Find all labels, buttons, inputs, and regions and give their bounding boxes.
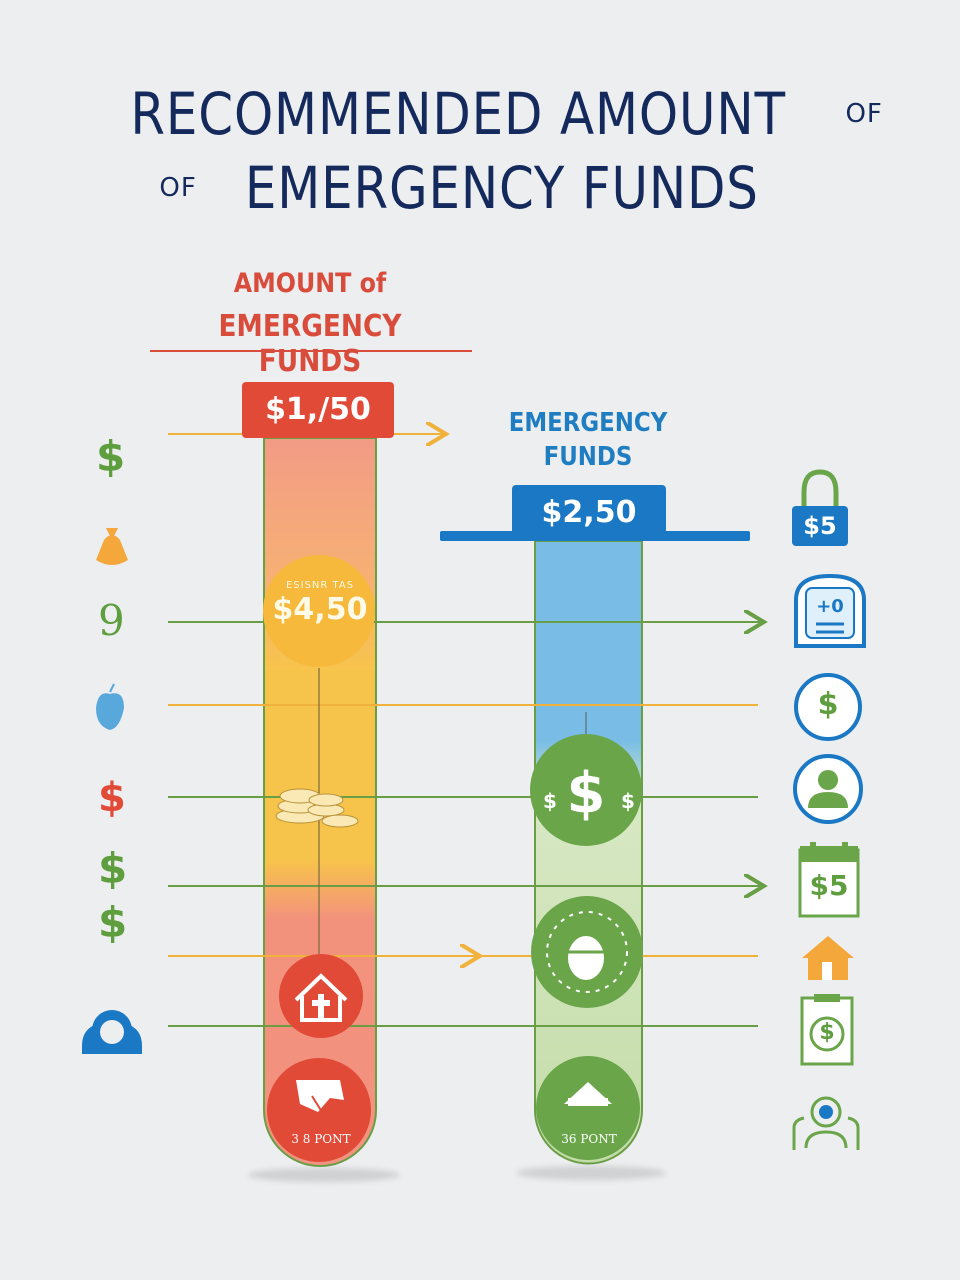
user-circle-icon [793, 754, 863, 824]
right-tube [534, 540, 643, 1165]
guide-lines [168, 434, 764, 1027]
dollar-green-icon-2: $ [98, 898, 128, 947]
lock-value: $5 [803, 512, 837, 540]
right-bottom-label: 36 PONT [561, 1132, 617, 1146]
calendar-icon [798, 842, 860, 918]
dollar-circle-icon: $ $ $ [530, 734, 642, 846]
dollar-green-icon-1: $ [98, 844, 128, 893]
left-bottom-label: 3 8 PONT [291, 1132, 351, 1146]
bottom-right-circle [536, 1056, 640, 1160]
right-heading-line-2: FUNDS [543, 442, 633, 472]
right-top-value: $2,50 [512, 485, 666, 541]
user-icon-left [82, 1010, 142, 1054]
title-suffix: OF [845, 99, 883, 129]
page-title-line-2: OF EMERGENCY FUNDS [0, 154, 960, 222]
money-bag-icon [96, 528, 128, 565]
left-column-shadow [248, 1168, 400, 1182]
left-heading-underline [150, 350, 472, 352]
bottom-left-circle [267, 1058, 371, 1162]
left-top-value: $1,/50 [242, 382, 394, 438]
calculator-icon: +0 [794, 573, 866, 648]
coins-icon [275, 788, 359, 828]
title-main-2: EMERGENCY FUNDS [244, 154, 759, 222]
dollar-badge-icon [794, 673, 862, 741]
right-heading-line-1: EMERGENCY [508, 408, 668, 438]
left-circle-caption: ESISNR TAS [285, 580, 355, 591]
left-heading-line-1: AMOUNT of [233, 268, 387, 299]
dollar-icon-1: $ [96, 432, 126, 481]
home-icon [802, 936, 854, 980]
person-icon [792, 1096, 860, 1150]
document-dollar-icon [800, 994, 854, 1066]
title-main-1: RECOMMENDED AMOUNT [130, 80, 787, 148]
badge-dollar: $ [817, 687, 839, 722]
svg-text:$: $ [567, 761, 606, 826]
lock-icon [792, 469, 848, 546]
nine-icon: 9 [98, 596, 125, 645]
calendar-value: $5 [809, 869, 849, 902]
svg-text:$: $ [543, 789, 557, 813]
apple-icon [96, 683, 124, 730]
svg-text:$: $ [621, 789, 635, 813]
left-circle-value-text: $4,50 [272, 592, 368, 627]
svg-text:+0: +0 [816, 596, 844, 617]
left-circle-value [263, 555, 375, 667]
right-column-shadow [516, 1166, 666, 1180]
document-dollar: $ [819, 1020, 835, 1045]
house-icon [279, 954, 363, 1038]
page-title-line-1: RECOMMENDED AMOUNT OF [0, 80, 960, 148]
title-prefix: OF [159, 173, 197, 203]
shield-circle-icon [531, 896, 643, 1008]
left-heading-line-2: EMERGENCY FUNDS [218, 309, 402, 379]
dollar-red-icon: $ [98, 775, 126, 821]
